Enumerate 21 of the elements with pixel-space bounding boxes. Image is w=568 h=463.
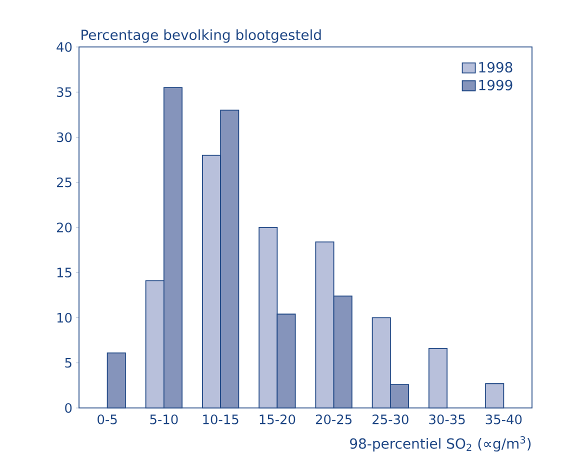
y-tick-label: 40 [56, 42, 72, 52]
y-tick-label: 35 [56, 87, 72, 98]
y-tick-label: 30 [56, 132, 72, 142]
x-tick-label: 5-10 [150, 414, 178, 424]
x-tick-label: 30-35 [429, 414, 465, 424]
x-tick-label: 0-5 [98, 414, 117, 424]
y-tick-label: 15 [57, 268, 72, 278]
y-tick-label: 5 [65, 358, 72, 368]
x-tick-label: 35-40 [486, 414, 522, 424]
y-tick-label: 10 [57, 312, 72, 323]
y-tick-label: 25 [56, 177, 72, 188]
legend-label: 1998 [479, 62, 512, 73]
x-axis-title: 98-percentiel SO$_{2}$ (∝g/m$^{3}$) [350, 436, 531, 452]
legend-label: 1999 [479, 80, 512, 90]
x-tick-label: 15-20 [260, 414, 296, 424]
x-tick-label: 25-30 [372, 414, 408, 424]
y-tick-label: 20 [56, 222, 72, 232]
y-axis-title: Percentage bevolking blootgesteld [82, 29, 321, 43]
x-tick-label: 10-15 [203, 414, 238, 424]
x-tick-label: 20-25 [316, 414, 352, 424]
y-tick-label: 0 [65, 403, 72, 413]
